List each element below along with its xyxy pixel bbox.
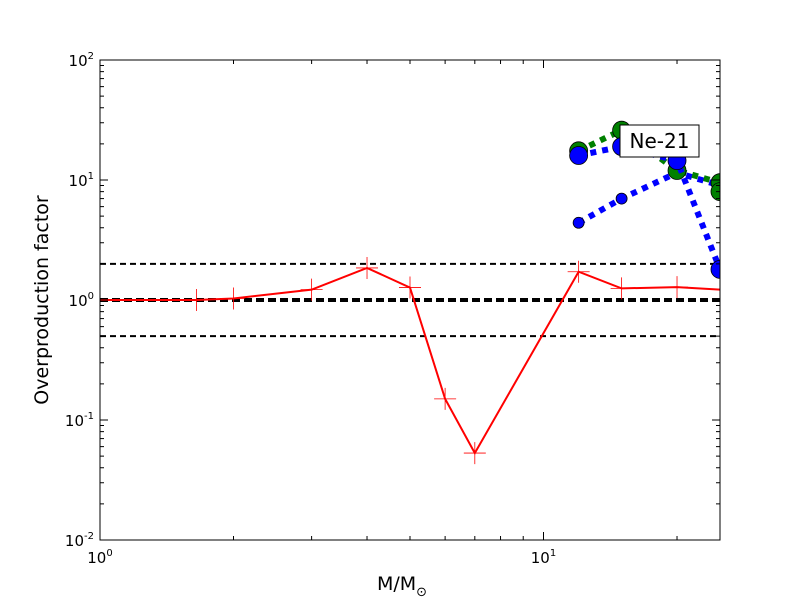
annotation-label: Ne-21 bbox=[630, 129, 690, 153]
data-point bbox=[710, 182, 720, 202]
data-point bbox=[666, 276, 689, 299]
data-point bbox=[610, 277, 633, 300]
series-0 bbox=[100, 256, 720, 465]
x-tick-label: 101 bbox=[531, 548, 556, 567]
data-point bbox=[572, 216, 585, 229]
data-point bbox=[300, 278, 323, 301]
series-1 bbox=[572, 166, 720, 229]
series-line bbox=[577, 169, 720, 226]
data-point bbox=[709, 278, 720, 301]
series-3 bbox=[569, 137, 720, 279]
y-tick-base: 10 bbox=[65, 412, 84, 430]
x-axis-label: M/M⊙ bbox=[377, 573, 427, 600]
y-tick-label: 102 bbox=[69, 51, 94, 70]
data-point bbox=[222, 287, 245, 310]
x-tick-base: 10 bbox=[87, 549, 106, 567]
y-tick-label: 10-2 bbox=[65, 531, 94, 550]
data-point bbox=[569, 146, 589, 165]
data-point bbox=[463, 442, 486, 465]
data-point bbox=[434, 387, 457, 410]
data-point bbox=[567, 260, 590, 283]
x-tick-base: 10 bbox=[531, 549, 550, 567]
y-tick-base: 10 bbox=[69, 52, 88, 70]
y-tick-label: 10-1 bbox=[65, 411, 94, 430]
data-point bbox=[399, 276, 421, 299]
axis-ticks bbox=[99, 59, 720, 541]
y-tick-exponent: 0 bbox=[88, 291, 94, 302]
series-layer bbox=[100, 120, 720, 465]
x-tick-label: 100 bbox=[87, 548, 112, 567]
data-point bbox=[185, 289, 208, 311]
x-axis-label-group: M/M⊙ bbox=[377, 573, 427, 600]
data-point bbox=[710, 259, 720, 279]
x-tick-exponent: 0 bbox=[106, 548, 112, 559]
annotation-frame bbox=[619, 124, 700, 158]
annotation-box: Ne-21 bbox=[619, 124, 700, 158]
y-tick-exponent: 1 bbox=[88, 171, 94, 182]
data-point bbox=[356, 256, 379, 279]
y-tick-exponent: -2 bbox=[84, 531, 94, 542]
x-tick-exponent: 1 bbox=[550, 548, 556, 559]
y-tick-base: 10 bbox=[69, 172, 88, 190]
y-tick-label: 100 bbox=[69, 291, 94, 310]
y-tick-base: 10 bbox=[69, 292, 88, 310]
data-point bbox=[615, 192, 628, 205]
y-tick-base: 10 bbox=[65, 532, 84, 550]
x-axis-label-main: M/M bbox=[377, 573, 416, 595]
y-axis-label: Overproduction factor bbox=[31, 195, 53, 405]
y-tick-label: 101 bbox=[69, 171, 94, 190]
x-axis-label-sun: ⊙ bbox=[416, 585, 427, 600]
y-tick-exponent: -1 bbox=[84, 411, 94, 422]
y-tick-exponent: 2 bbox=[88, 51, 94, 62]
